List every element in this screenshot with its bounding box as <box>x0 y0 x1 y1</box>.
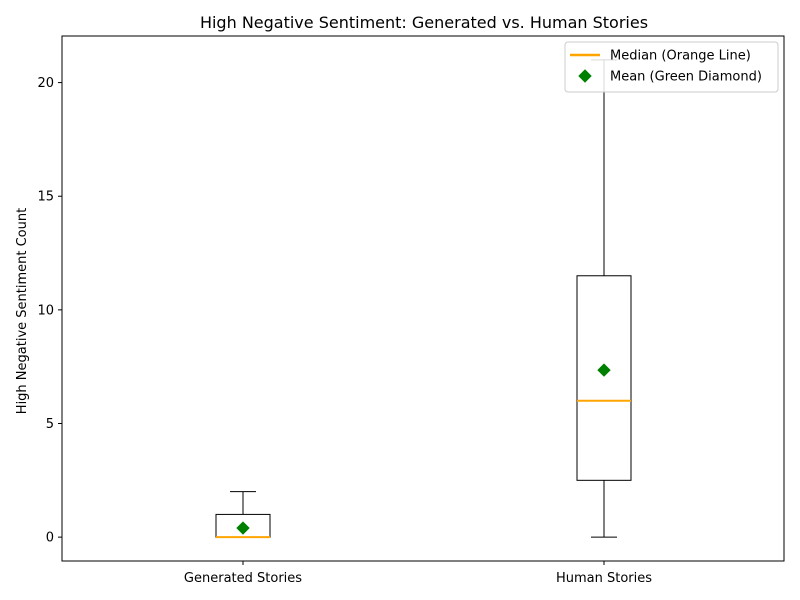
y-tick-label: 5 <box>46 417 54 432</box>
x-tick-label: Human Stories <box>556 571 652 586</box>
axes-frame <box>61 35 785 562</box>
y-tick-label: 20 <box>37 76 54 91</box>
mean-marker <box>236 521 250 535</box>
legend: Median (Orange Line) Mean (Green Diamond) <box>564 41 779 93</box>
legend-label: Mean (Green Diamond) <box>610 70 762 85</box>
y-tick-label: 10 <box>37 303 54 318</box>
y-tick-label: 15 <box>37 190 54 205</box>
box-generated-stories <box>215 491 271 539</box>
plot-area: 0 5 10 15 20 Generated Stories Human Stories <box>37 59 652 586</box>
y-axis-label: High Negative Sentiment Count <box>15 208 30 414</box>
x-tick-label: Generated Stories <box>184 571 302 586</box>
mean-marker <box>597 363 611 377</box>
legend-frame <box>564 41 779 93</box>
legend-label: Median (Orange Line) <box>610 49 751 64</box>
y-tick-label: 0 <box>46 531 54 546</box>
chart-title: High Negative Sentiment: Generated vs. H… <box>200 13 648 32</box>
iqr-box <box>576 275 632 481</box>
legend-mean-swatch <box>578 69 592 83</box>
